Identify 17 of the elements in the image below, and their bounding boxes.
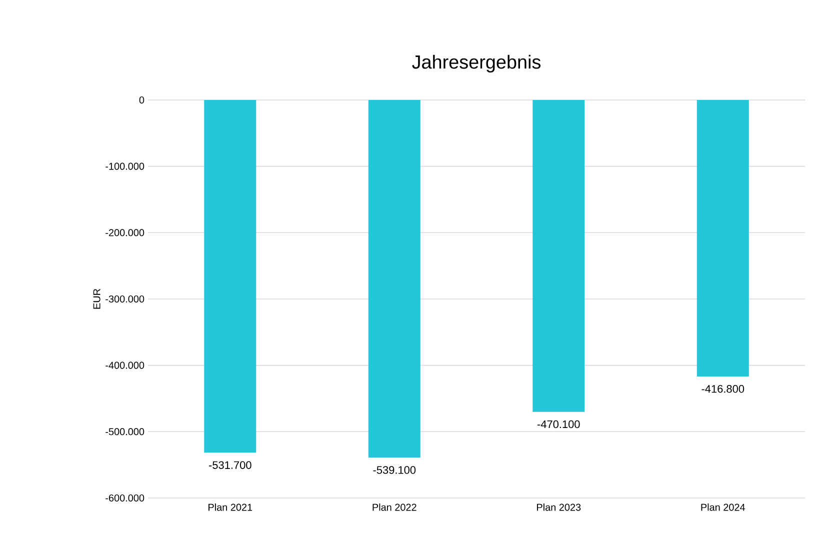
data-label: -416.800 — [702, 384, 744, 393]
y-tick-label: -500.000 — [106, 428, 144, 436]
data-label: -531.700 — [208, 461, 252, 469]
y-tick-label: -300.000 — [106, 295, 144, 303]
y-tick-label: -400.000 — [106, 362, 144, 369]
chart-title: Jahresergebnis — [412, 54, 541, 72]
x-tick-label: Plan 2023 — [537, 504, 581, 511]
y-tick-label: -100.000 — [106, 162, 144, 170]
y-tick-label: 0 — [139, 96, 144, 104]
x-tick-label: Plan 2021 — [208, 504, 252, 511]
y-tick-label: -200.000 — [106, 229, 144, 236]
data-label: -539.100 — [373, 466, 416, 474]
y-tick-label: -600.000 — [106, 494, 144, 502]
x-tick-label: Plan 2024 — [701, 504, 746, 511]
x-tick-label: Plan 2022 — [372, 504, 416, 511]
data-label: -470.100 — [537, 420, 580, 428]
y-axis-title: EUR — [93, 288, 100, 309]
